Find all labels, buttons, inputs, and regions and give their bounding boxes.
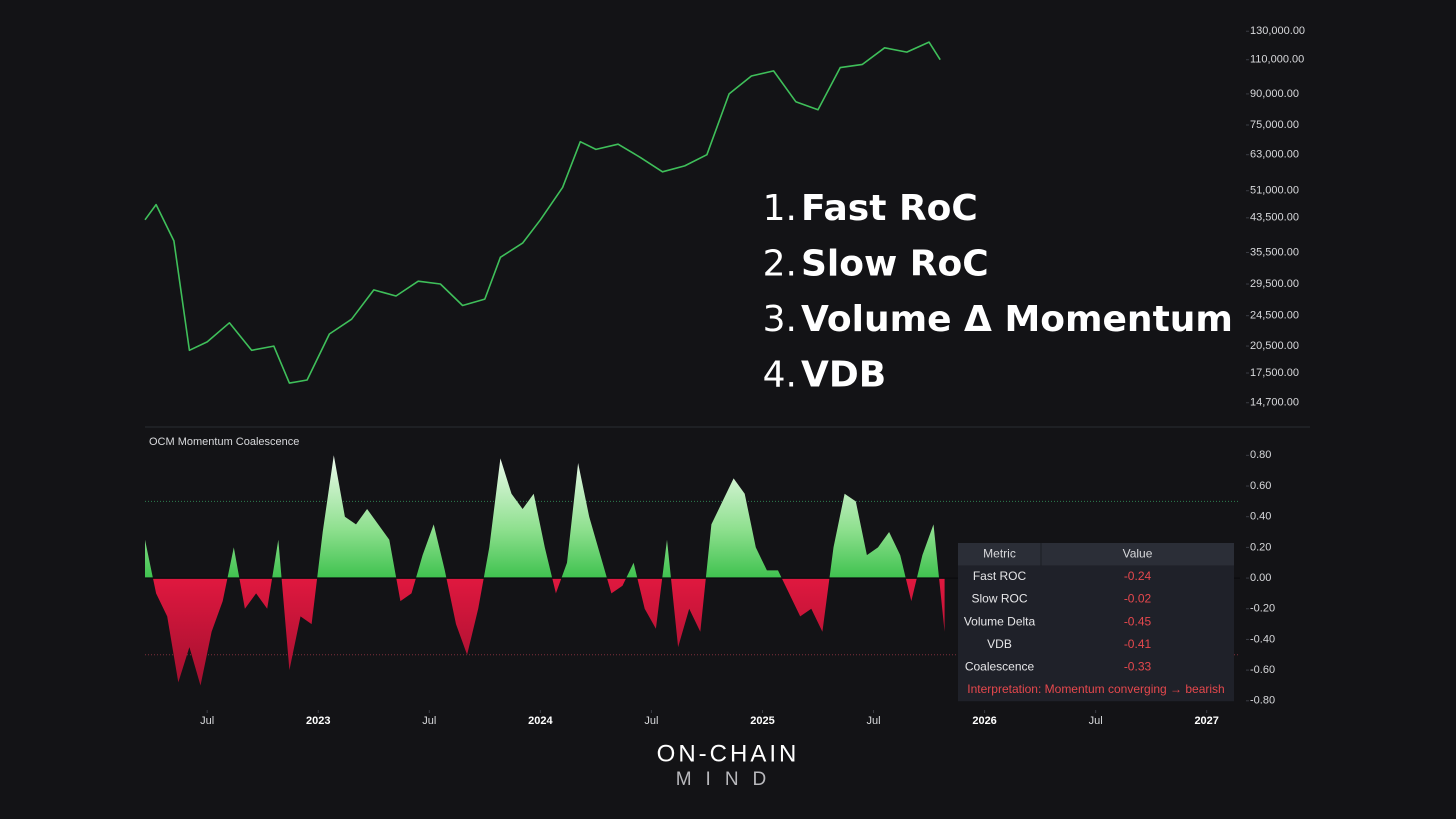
x-tick-label: Jul	[866, 715, 880, 727]
y-tick-label: -0.80	[1250, 695, 1275, 707]
table-value: -0.02	[1124, 592, 1152, 606]
table-metric: Fast ROC	[973, 569, 1027, 583]
y-tick-label: 43,500.00	[1250, 212, 1299, 224]
table-header-bg	[958, 543, 1234, 566]
x-tick-label: Jul	[644, 715, 658, 727]
indicator-title: OCM Momentum Coalescence	[149, 436, 299, 448]
x-tick-label: 2025	[750, 715, 774, 727]
table-value: -0.41	[1124, 637, 1152, 651]
list-text: Slow RoC	[801, 244, 989, 285]
list-text: VDB	[801, 355, 886, 396]
x-tick-label: Jul	[422, 715, 436, 727]
table-metric: Coalescence	[965, 659, 1035, 673]
brand: ON-CHAIN MIND	[657, 740, 800, 790]
y-tick-label: 75,000.00	[1250, 119, 1299, 131]
brand-line1: ON-CHAIN	[657, 740, 800, 767]
brand-line2: MIND	[676, 769, 781, 790]
list-number: 3.	[763, 299, 797, 340]
x-tick-label: 2024	[528, 715, 553, 727]
y-tick-label: 24,500.00	[1250, 310, 1299, 322]
y-tick-label: 90,000.00	[1250, 88, 1299, 100]
y-tick-label: 63,000.00	[1250, 149, 1299, 161]
list-text: Volume Δ Momentum	[801, 299, 1233, 340]
y-tick-label: 110,000.00	[1250, 54, 1304, 66]
list-number: 4.	[763, 355, 797, 396]
table-header: Metric	[983, 546, 1016, 560]
y-tick-label: 20,500.00	[1250, 340, 1299, 352]
table-value: -0.45	[1124, 614, 1152, 628]
y-tick-label: 0.00	[1250, 572, 1271, 584]
x-tick-label: 2026	[972, 715, 996, 727]
y-tick-label: -0.20	[1250, 603, 1275, 615]
table-metric: Volume Delta	[964, 614, 1036, 628]
list-number: 2.	[763, 244, 797, 285]
y-tick-label: 130,000.00	[1250, 25, 1305, 37]
table-value: -0.33	[1124, 659, 1152, 673]
positive-area	[145, 455, 945, 579]
x-tick-label: 2027	[1194, 715, 1218, 727]
y-tick-label: -0.60	[1250, 664, 1275, 676]
negative-area	[145, 578, 945, 686]
table-metric: Slow ROC	[971, 592, 1027, 606]
x-tick-label: Jul	[1089, 715, 1103, 727]
y-tick-label: 0.60	[1250, 480, 1271, 492]
table-value: -0.24	[1124, 569, 1152, 583]
x-tick-label: 2023	[306, 715, 330, 727]
table-footer: Interpretation: Momentum converging → be…	[967, 682, 1224, 696]
y-tick-label: 35,500.00	[1250, 246, 1299, 258]
y-tick-label: 0.80	[1250, 449, 1271, 461]
y-tick-label: 51,000.00	[1250, 185, 1299, 197]
table-header: Value	[1123, 546, 1153, 560]
list-text: Fast RoC	[801, 188, 978, 229]
y-tick-label: -0.40	[1250, 633, 1275, 645]
x-tick-label: Jul	[200, 715, 214, 727]
metrics-table: Metric Value Fast ROC -0.24 Slow ROC -0.02 Vol…	[958, 543, 1234, 702]
price-line	[144, 41, 941, 384]
y-tick-label: 29,500.00	[1250, 278, 1299, 290]
y-tick-label: 14,700.00	[1250, 397, 1299, 409]
y-tick-label: 0.40	[1250, 511, 1271, 523]
table-metric: VDB	[987, 637, 1012, 651]
list-number: 1.	[763, 188, 797, 229]
table-body-bg	[958, 565, 1234, 702]
y-tick-label: 0.20	[1250, 541, 1271, 553]
y-tick-label: 17,500.00	[1250, 367, 1299, 379]
